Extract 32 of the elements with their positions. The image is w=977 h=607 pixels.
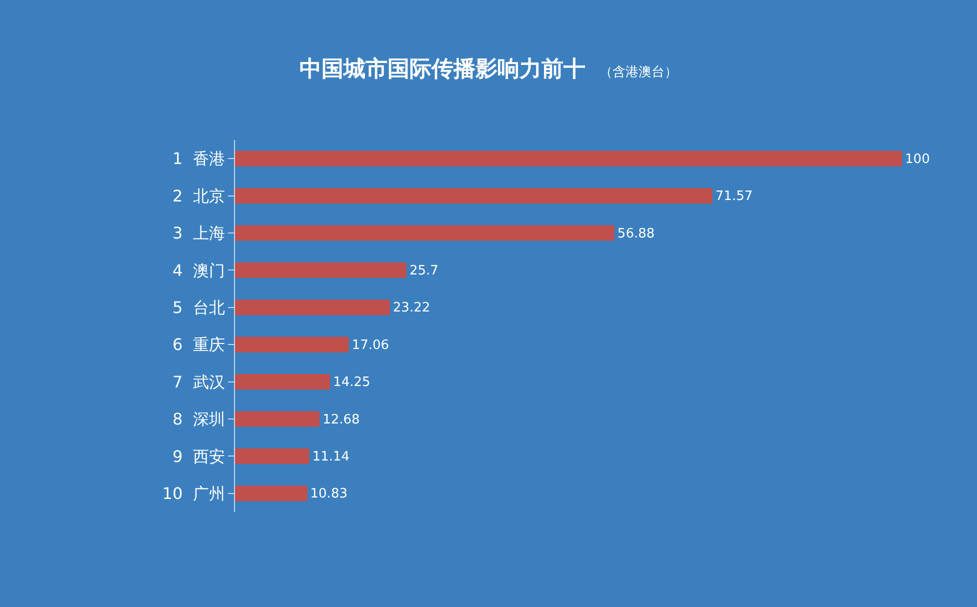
data-label: 14.25 <box>333 375 370 390</box>
y-tick-label: 3 上海 <box>172 224 225 243</box>
data-label: 10.83 <box>310 486 348 502</box>
y-tick-label: 2 北京 <box>172 186 225 206</box>
y-tick-label: 7 武汉 <box>172 372 225 392</box>
y-tick-label: 5 台北 <box>172 298 225 317</box>
data-label: 56.88 <box>617 226 655 242</box>
chart-title: 中国城市国际传播影响力前十 <box>300 56 586 82</box>
data-label: 17.06 <box>352 338 390 353</box>
bar <box>235 262 406 278</box>
chart-subtitle: （含港澳台） <box>600 65 678 80</box>
data-label: 12.68 <box>322 412 360 428</box>
y-tick-label: 10 广州 <box>162 484 225 503</box>
bar <box>235 225 614 241</box>
data-label: 25.7 <box>409 264 438 279</box>
y-tick-label: 8 深圳 <box>172 410 225 429</box>
bar <box>235 150 902 166</box>
bar <box>235 486 308 502</box>
data-label: 71.57 <box>715 189 753 204</box>
bar <box>235 374 330 390</box>
bar <box>235 411 320 427</box>
bar <box>235 448 310 464</box>
data-label: 100 <box>905 152 930 167</box>
bar <box>235 188 712 204</box>
y-tick-label: 9 西安 <box>172 446 225 466</box>
data-label: 23.22 <box>392 300 430 316</box>
bar <box>235 300 390 316</box>
data-label: 11.14 <box>312 450 350 465</box>
y-tick-label: 1 香港 <box>172 149 225 168</box>
y-tick-label: 6 重庆 <box>172 335 225 354</box>
y-tick-label: 4 澳门 <box>172 260 225 280</box>
bar <box>235 336 349 352</box>
